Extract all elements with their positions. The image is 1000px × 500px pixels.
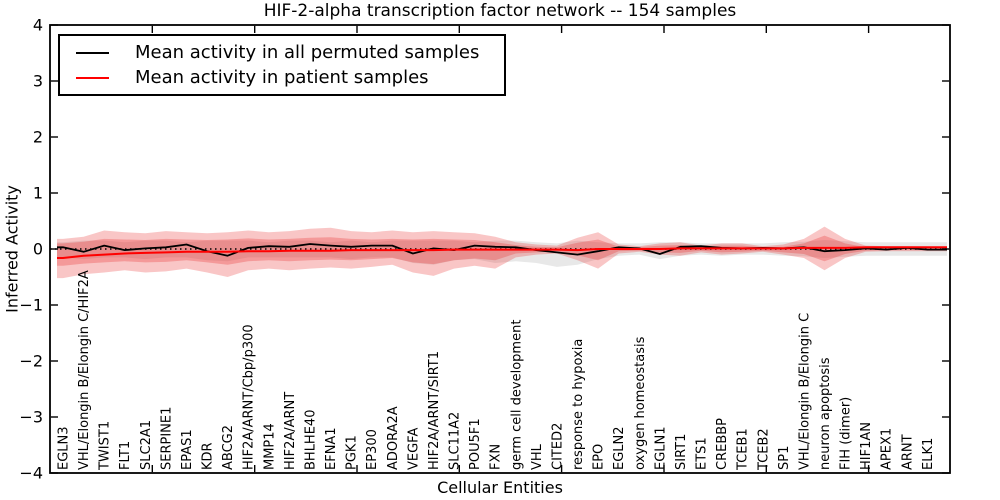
x-category-label: EGLN3: [57, 426, 72, 470]
x-category-label: EPO: [592, 444, 607, 470]
x-category-label: HIF2A/ARNT/SIRT1: [427, 351, 442, 470]
x-category-label: EGLN2: [612, 426, 627, 470]
y-axis-label: Inferred Activity: [2, 185, 22, 313]
x-category-label: ELK1: [921, 438, 936, 470]
x-category-label: SLC2A1: [139, 420, 154, 470]
legend-box: Mean activity in all permuted samples Me…: [58, 34, 506, 96]
y-tick-label: −2: [19, 352, 43, 371]
x-category-label: ETS1: [695, 437, 710, 470]
patient-mean-line: [57, 246, 947, 259]
legend-line-sample-red: [76, 76, 109, 79]
y-tick-label: −1: [19, 296, 43, 315]
x-category-label: HIF2A/ARNT: [283, 392, 298, 470]
x-category-label: VHL/Elongin B/Elongin C: [797, 313, 812, 470]
y-tick-label: 3: [33, 72, 43, 91]
x-category-label: SLC11A2: [448, 412, 463, 470]
x-category-label: TWIST1: [98, 421, 113, 471]
x-category-label: VHL/Elongin B/Elongin C/HIF2A: [77, 270, 92, 470]
x-category-label: VHL: [530, 443, 545, 470]
x-category-label: SIRT1: [674, 434, 689, 470]
x-category-label: PGK1: [345, 435, 360, 470]
x-category-label: HIF2A/ARNT/Cbp/p300: [242, 324, 257, 470]
x-category-label: ADORA2A: [386, 406, 401, 470]
y-tick-label: −4: [19, 464, 43, 483]
x-category-labels: EGLN3 VHL/Elongin B/Elongin C/HIF2A TWIST1…: [57, 270, 936, 471]
x-category-label: CREBBP: [715, 418, 730, 470]
x-category-label: FXN: [489, 444, 504, 470]
x-category-label: response to hypoxia: [571, 339, 586, 470]
x-category-label: SP1: [777, 446, 792, 470]
x-category-label: germ cell development: [509, 320, 524, 470]
x-category-label: MMP14: [262, 423, 277, 470]
y-tick-label: 0: [33, 240, 43, 259]
plot-border: [49, 24, 951, 474]
y-tick-label: 2: [33, 128, 43, 147]
x-category-label: FIH (dimer): [839, 397, 854, 470]
y-tick-label: −3: [19, 408, 43, 427]
y-tick-label: 1: [33, 184, 43, 203]
x-category-label: SERPINE1: [159, 407, 174, 470]
x-category-label: EFNA1: [324, 427, 339, 470]
x-axis-label: Cellular Entities: [437, 478, 563, 497]
patient-samples-envelope-outer-band: [57, 226, 947, 279]
legend-item-permuted: Mean activity in all permuted samples: [60, 40, 504, 65]
legend-label: Mean activity in all permuted samples: [135, 42, 480, 63]
x-category-label: EP300: [365, 429, 380, 470]
x-category-label: ARNT: [900, 434, 915, 470]
legend-item-patient: Mean activity in patient samples: [60, 65, 504, 90]
x-category-label: TCEB2: [756, 428, 771, 471]
x-category-label: APEX1: [880, 428, 895, 470]
y-tick-label: 4: [33, 16, 43, 35]
x-category-label: ABCG2: [221, 425, 236, 470]
x-category-label: CITED2: [550, 423, 565, 470]
x-category-label: POU5F1: [468, 418, 483, 470]
axis-ticks: [50, 24, 950, 474]
series-lines: [57, 243, 947, 259]
x-category-label: EGLN1: [653, 426, 668, 470]
patient-samples-envelope-inner-band: [57, 235, 947, 266]
y-tick-labels: 4 3 2 1 0 −1 −2 −3 −4: [19, 16, 43, 483]
x-category-label: KDR: [201, 442, 216, 470]
legend-label: Mean activity in patient samples: [135, 67, 429, 88]
x-category-label: TCEB1: [736, 428, 751, 471]
chart-title: HIF-2-alpha transcription factor network…: [263, 1, 737, 21]
x-category-label: oxygen homeostasis: [633, 336, 648, 470]
x-category-label: neuron apoptosis: [818, 357, 833, 470]
x-category-label: HIF1AN: [859, 422, 874, 470]
x-category-label: VEGFA: [406, 428, 421, 470]
x-category-label: EPAS1: [180, 429, 195, 470]
axes-spines: [49, 24, 951, 474]
x-category-label: FLT1: [118, 441, 133, 470]
legend-line-sample-black: [76, 51, 109, 54]
x-category-label: BHLHE40: [304, 410, 319, 470]
